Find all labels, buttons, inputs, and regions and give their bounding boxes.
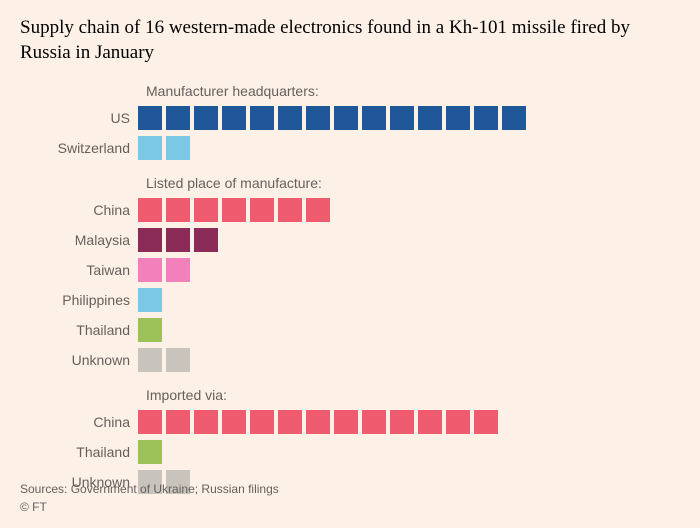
data-row: China bbox=[20, 409, 680, 435]
squares bbox=[138, 410, 498, 434]
unit-square bbox=[138, 136, 162, 160]
data-row: Taiwan bbox=[20, 257, 680, 283]
unit-square bbox=[446, 410, 470, 434]
unit-square bbox=[390, 410, 414, 434]
data-row: Unknown bbox=[20, 347, 680, 373]
data-row: Philippines bbox=[20, 287, 680, 313]
unit-square bbox=[334, 410, 358, 434]
unit-square bbox=[418, 410, 442, 434]
unit-square bbox=[278, 410, 302, 434]
unit-square bbox=[418, 106, 442, 130]
unit-square bbox=[138, 288, 162, 312]
unit-square bbox=[250, 198, 274, 222]
row-label: Thailand bbox=[20, 444, 138, 460]
unit-square bbox=[138, 258, 162, 282]
section: Listed place of manufacture: China Malaysi… bbox=[20, 175, 680, 373]
chart-area: Manufacturer headquarters: US Switzerland L… bbox=[20, 83, 680, 495]
unit-square bbox=[138, 440, 162, 464]
section-header: Listed place of manufacture: bbox=[146, 175, 680, 191]
row-label: Switzerland bbox=[20, 140, 138, 156]
unit-square bbox=[194, 228, 218, 252]
unit-square bbox=[194, 106, 218, 130]
squares bbox=[138, 106, 526, 130]
squares bbox=[138, 198, 330, 222]
row-label: Taiwan bbox=[20, 262, 138, 278]
unit-square bbox=[138, 198, 162, 222]
data-row: US bbox=[20, 105, 680, 131]
unit-square bbox=[166, 106, 190, 130]
unit-square bbox=[446, 106, 470, 130]
unit-square bbox=[166, 136, 190, 160]
row-label: Malaysia bbox=[20, 232, 138, 248]
squares bbox=[138, 258, 190, 282]
unit-square bbox=[166, 228, 190, 252]
squares bbox=[138, 288, 162, 312]
unit-square bbox=[194, 410, 218, 434]
unit-square bbox=[278, 106, 302, 130]
unit-square bbox=[306, 410, 330, 434]
unit-square bbox=[474, 106, 498, 130]
unit-square bbox=[166, 410, 190, 434]
unit-square bbox=[138, 228, 162, 252]
row-label: US bbox=[20, 110, 138, 126]
unit-square bbox=[250, 106, 274, 130]
data-row: Thailand bbox=[20, 439, 680, 465]
section-header: Manufacturer headquarters: bbox=[146, 83, 680, 99]
squares bbox=[138, 348, 190, 372]
row-label: China bbox=[20, 202, 138, 218]
unit-square bbox=[222, 410, 246, 434]
squares bbox=[138, 318, 162, 342]
unit-square bbox=[138, 348, 162, 372]
section: Manufacturer headquarters: US Switzerland bbox=[20, 83, 680, 161]
section-header: Imported via: bbox=[146, 387, 680, 403]
data-row: Switzerland bbox=[20, 135, 680, 161]
data-row: Malaysia bbox=[20, 227, 680, 253]
row-label: Philippines bbox=[20, 292, 138, 308]
data-row: China bbox=[20, 197, 680, 223]
sources-line: Sources: Government of Ukraine; Russian … bbox=[20, 480, 279, 498]
unit-square bbox=[306, 106, 330, 130]
unit-square bbox=[222, 106, 246, 130]
unit-square bbox=[222, 198, 246, 222]
unit-square bbox=[278, 198, 302, 222]
row-label: Thailand bbox=[20, 322, 138, 338]
squares bbox=[138, 136, 190, 160]
unit-square bbox=[166, 198, 190, 222]
copyright-line: © FT bbox=[20, 498, 279, 516]
unit-square bbox=[194, 198, 218, 222]
unit-square bbox=[502, 106, 526, 130]
unit-square bbox=[306, 198, 330, 222]
row-label: Unknown bbox=[20, 352, 138, 368]
chart-footer: Sources: Government of Ukraine; Russian … bbox=[20, 480, 279, 516]
row-label: China bbox=[20, 414, 138, 430]
unit-square bbox=[334, 106, 358, 130]
unit-square bbox=[138, 318, 162, 342]
unit-square bbox=[166, 348, 190, 372]
unit-square bbox=[138, 410, 162, 434]
unit-square bbox=[362, 106, 386, 130]
squares bbox=[138, 228, 218, 252]
unit-square bbox=[390, 106, 414, 130]
unit-square bbox=[362, 410, 386, 434]
unit-square bbox=[474, 410, 498, 434]
unit-square bbox=[250, 410, 274, 434]
unit-square bbox=[166, 258, 190, 282]
unit-square bbox=[138, 106, 162, 130]
squares bbox=[138, 440, 162, 464]
chart-title: Supply chain of 16 western-made electron… bbox=[20, 16, 680, 65]
data-row: Thailand bbox=[20, 317, 680, 343]
